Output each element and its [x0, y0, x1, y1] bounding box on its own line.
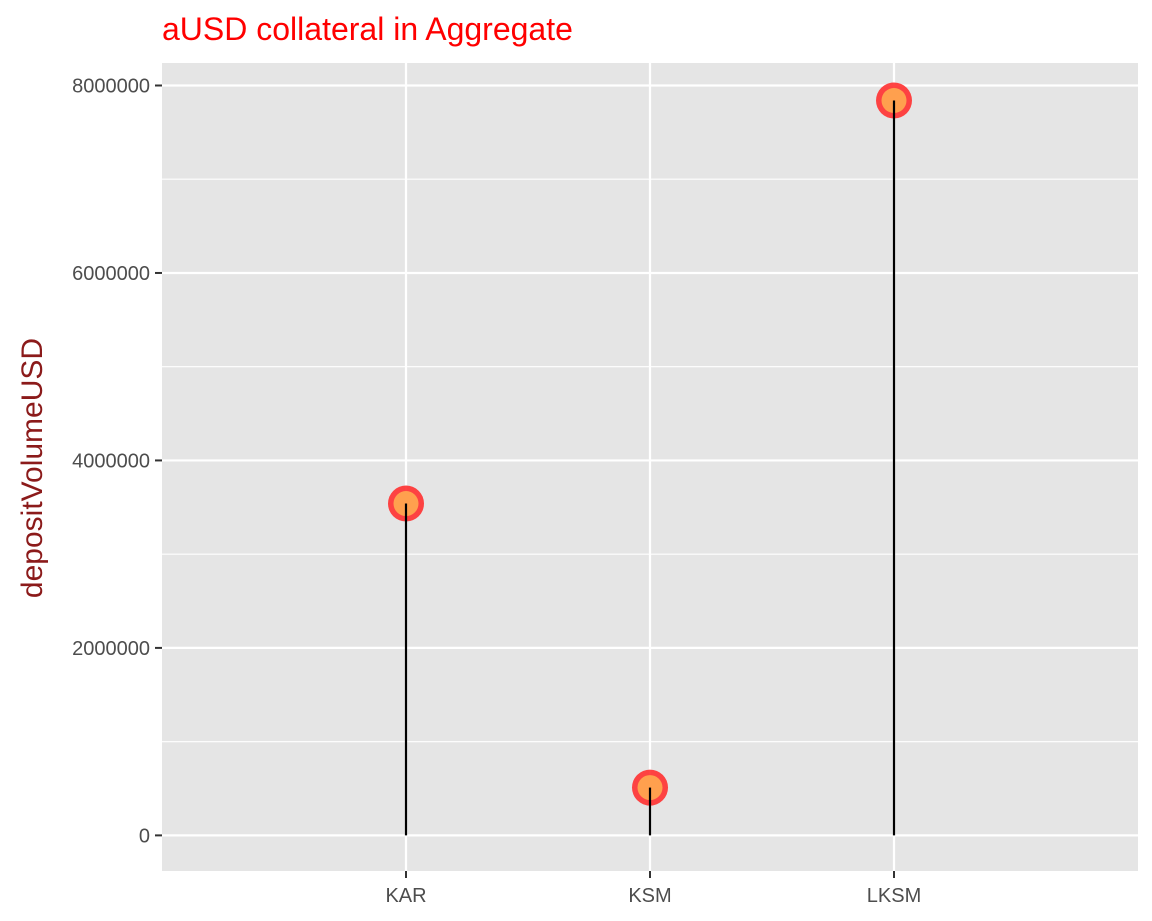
x-tick-label: LKSM — [867, 885, 921, 907]
y-tick-label: 0 — [139, 825, 150, 847]
y-axis-label: depositVolumeUSD — [16, 338, 49, 598]
y-tick-label: 2000000 — [72, 638, 150, 660]
y-tick-label: 4000000 — [72, 450, 150, 472]
chart-title: aUSD collateral in Aggregate — [162, 11, 573, 47]
data-marks — [388, 82, 912, 836]
y-tick-label: 6000000 — [72, 263, 150, 285]
y-tick-label: 8000000 — [72, 75, 150, 97]
x-tick-label: KAR — [385, 885, 426, 907]
x-tick-label: KSM — [628, 885, 671, 907]
axes: 0 2000000 4000000 6000000 8000000 KAR KSM LKSM — [72, 75, 921, 907]
